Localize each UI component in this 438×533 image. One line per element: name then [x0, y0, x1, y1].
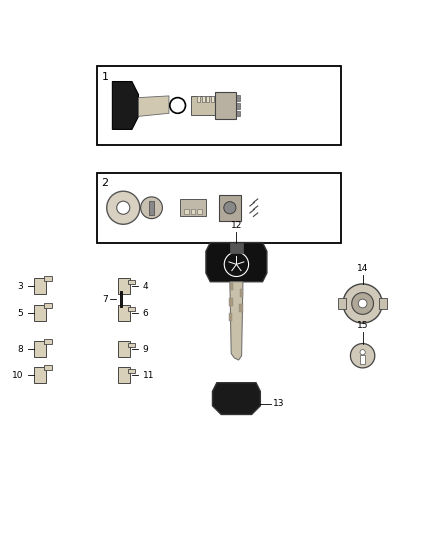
Bar [360, 355, 365, 364]
Polygon shape [113, 82, 138, 130]
Bar [201, 96, 205, 102]
Bar [197, 96, 200, 102]
Bar [34, 278, 46, 294]
Bar [219, 195, 241, 221]
Bar [184, 209, 188, 214]
Text: 12: 12 [231, 221, 242, 230]
Text: 14: 14 [357, 264, 368, 273]
Circle shape [141, 197, 162, 219]
Bar [44, 339, 52, 344]
Circle shape [360, 350, 365, 355]
Bar [191, 96, 215, 115]
Bar [230, 243, 243, 254]
Text: 15: 15 [357, 321, 368, 329]
Bar [230, 298, 233, 305]
Bar [191, 209, 195, 214]
Bar [240, 304, 243, 312]
Bar [240, 289, 244, 297]
Bar [128, 369, 135, 373]
Text: 8: 8 [18, 345, 23, 354]
Bar [236, 103, 240, 109]
Bar [236, 95, 240, 101]
Bar [44, 303, 52, 308]
Bar [229, 313, 233, 321]
Bar [120, 292, 122, 307]
Bar [97, 66, 341, 144]
Bar [180, 199, 206, 216]
Bar [236, 111, 240, 116]
Bar [128, 279, 135, 284]
Text: 4: 4 [143, 281, 148, 290]
Text: 13: 13 [273, 399, 285, 408]
Bar [118, 305, 130, 321]
Bar [34, 305, 46, 321]
Bar [118, 341, 130, 357]
Bar [211, 96, 214, 102]
Circle shape [358, 299, 367, 308]
Text: 3: 3 [18, 281, 23, 290]
Polygon shape [206, 243, 267, 282]
Bar [230, 282, 233, 290]
Bar [206, 96, 209, 102]
Bar [197, 209, 201, 214]
Circle shape [352, 293, 374, 314]
Bar [128, 306, 135, 311]
Circle shape [343, 284, 382, 323]
Bar [97, 173, 341, 243]
Polygon shape [138, 96, 169, 116]
Bar [128, 343, 135, 347]
Bar [44, 276, 52, 281]
Text: 10: 10 [12, 371, 23, 380]
Text: 9: 9 [143, 345, 148, 354]
Bar [338, 298, 346, 309]
Circle shape [224, 201, 236, 214]
Bar [118, 367, 130, 383]
Text: 6: 6 [143, 309, 148, 318]
Circle shape [107, 191, 140, 224]
Bar [44, 365, 52, 370]
Bar [34, 341, 46, 357]
Circle shape [117, 201, 130, 214]
Circle shape [350, 344, 375, 368]
Bar [118, 278, 130, 294]
Text: 7: 7 [102, 295, 108, 304]
Polygon shape [212, 383, 260, 415]
Polygon shape [230, 282, 243, 360]
Bar [34, 367, 46, 383]
Text: 5: 5 [18, 309, 23, 318]
Bar [215, 92, 237, 118]
Text: 11: 11 [143, 371, 154, 380]
Bar [149, 201, 154, 215]
Text: 1: 1 [102, 71, 109, 82]
Text: 2: 2 [102, 178, 109, 188]
Bar [379, 298, 387, 309]
